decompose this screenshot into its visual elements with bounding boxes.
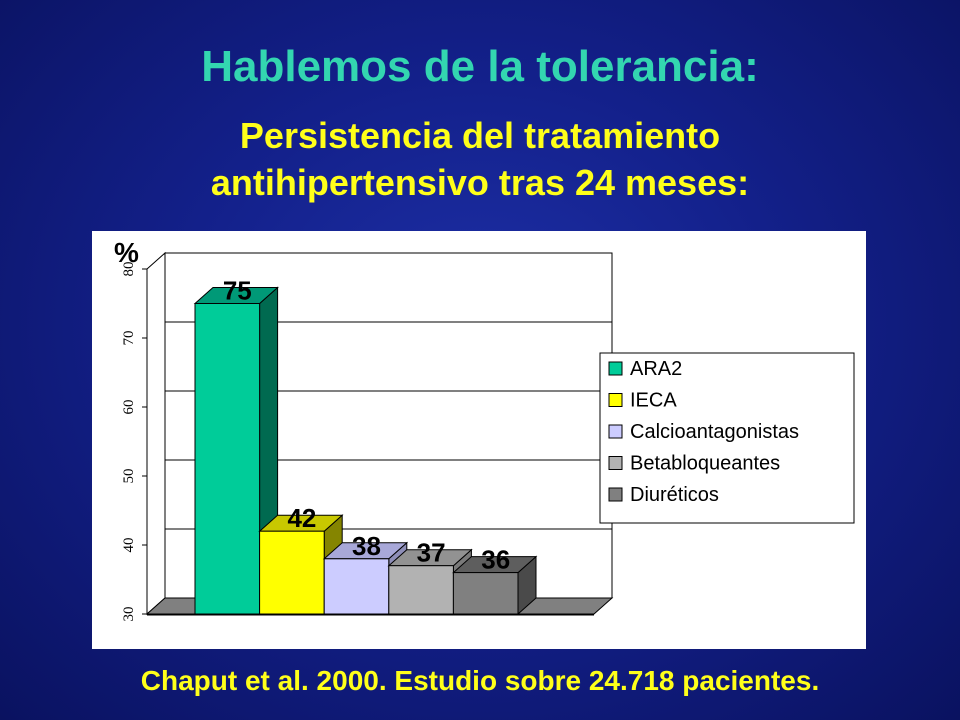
y-tick-label: 60 bbox=[121, 400, 137, 415]
legend-label-3: Calcioantagonistas bbox=[630, 421, 799, 443]
side-wall bbox=[146, 251, 166, 616]
y-tick-label: 80 bbox=[121, 262, 137, 277]
y-tick-label: 50 bbox=[121, 469, 137, 484]
slide-title: Hablemos de la tolerancia: bbox=[201, 42, 759, 91]
legend-swatch-2 bbox=[608, 393, 623, 407]
chart-panel: 30 40 50 60 70 80% 75 42 38 37 36 ARA2 IECA Calcioant… bbox=[92, 231, 866, 649]
legend bbox=[599, 352, 855, 524]
bar-2 bbox=[259, 530, 325, 615]
legend-swatch-4 bbox=[608, 456, 623, 470]
subtitle-line-2: antihipertensivo tras 24 meses: bbox=[210, 162, 750, 203]
y-tick-label: 70 bbox=[121, 331, 137, 346]
legend-swatch-5 bbox=[608, 487, 623, 502]
y-axis-label: % bbox=[114, 237, 139, 268]
legend-label-5: Diuréticos bbox=[630, 484, 719, 506]
source-citation: Chaput et al. 2000. Estudio sobre 24.718… bbox=[140, 665, 820, 696]
data-label-4: 37 bbox=[417, 538, 446, 568]
data-label-5: 36 bbox=[481, 545, 510, 575]
bar-chart: 30 40 50 60 70 80% 75 42 38 37 36 ARA2 IECA Calcioant… bbox=[114, 237, 855, 622]
legend-label-4: Betabloqueantes bbox=[630, 453, 780, 475]
bar-4 bbox=[388, 565, 454, 615]
data-label-2: 42 bbox=[287, 503, 316, 533]
legend-label-1: ARA2 bbox=[630, 358, 682, 380]
legend-swatch-3 bbox=[608, 424, 623, 439]
bar-1 bbox=[194, 303, 261, 615]
bar-5 bbox=[452, 572, 519, 615]
y-tick-label: 40 bbox=[121, 538, 137, 553]
data-label-3: 38 bbox=[352, 531, 381, 561]
subtitle-line-1: Persistencia del tratamiento bbox=[239, 115, 721, 156]
y-tick-label: 30 bbox=[121, 607, 137, 622]
legend-label-2: IECA bbox=[630, 390, 677, 412]
slide-subtitle: Persistencia del tratamiento antihiperte… bbox=[0, 112, 960, 206]
data-label-1: 75 bbox=[223, 276, 252, 306]
bar-3 bbox=[323, 558, 390, 615]
legend-swatch-1 bbox=[608, 361, 623, 376]
